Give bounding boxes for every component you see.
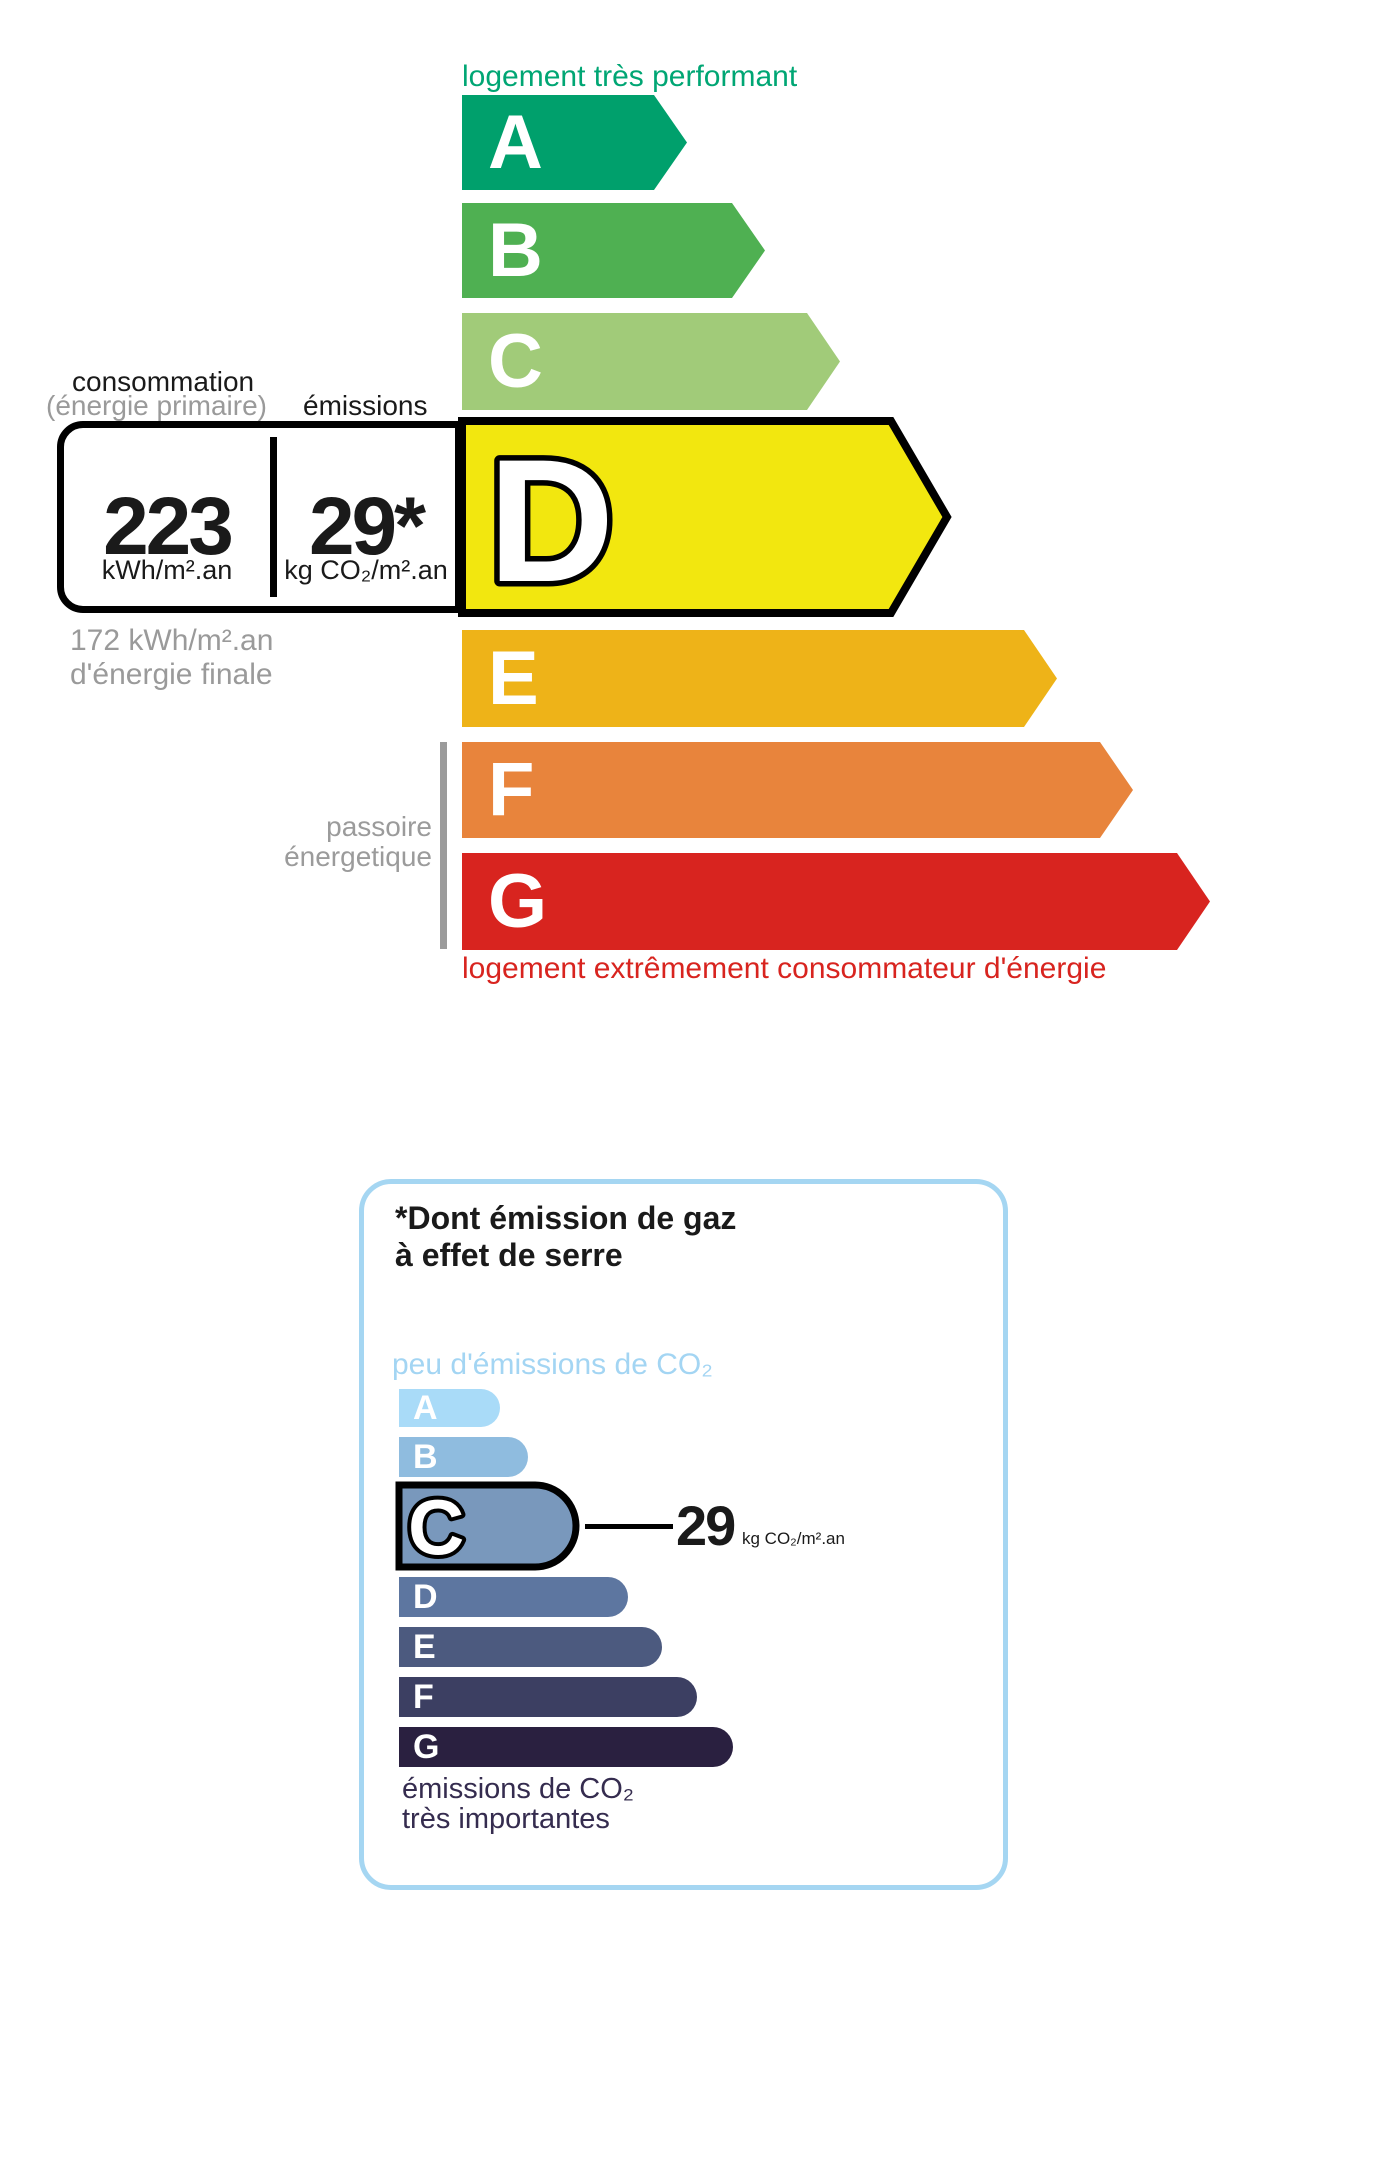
co2-high-caption-line2: très importantes (402, 1803, 610, 1835)
energy-band-c-letter: C (488, 318, 543, 404)
energy-band-d-letter: D (488, 424, 614, 617)
primary-energy-sublabel: (énergie primaire) (46, 390, 267, 421)
energy-band-a: A (462, 95, 687, 190)
energy-band-a-letter: A (488, 99, 543, 185)
energy-band-e: E (462, 630, 1057, 727)
values-box (57, 421, 462, 613)
final-energy-line2: d'énergie finale (70, 658, 273, 691)
co2-band-g: G (399, 1727, 733, 1767)
co2-band-e-letter: E (413, 1628, 436, 1666)
co2-band-a-letter: A (413, 1389, 438, 1427)
energy-sieve-line1: passoire (326, 811, 432, 842)
co2-band-c-letter: C (408, 1483, 464, 1571)
final-energy-line1: 172 kWh/m².an (70, 624, 274, 657)
co2-title-line2: à effet de serre (395, 1237, 623, 1273)
energy-sieve-bracket (440, 742, 447, 949)
co2-band-d-letter: D (413, 1578, 438, 1616)
co2-band-f: F (399, 1677, 697, 1717)
energy-band-g-letter: G (488, 858, 548, 944)
co2-band-g-letter: G (413, 1728, 440, 1766)
energy-sieve-label: passoire énergetique (212, 812, 432, 872)
energy-band-d-arrow-shape (458, 417, 952, 617)
co2-value-connector-line (585, 1524, 673, 1529)
co2-high-caption: émissions de CO₂ très importantes (402, 1774, 634, 1834)
values-box-divider (270, 437, 277, 597)
energy-band-d-highlighted: D (458, 417, 952, 617)
co2-band-c-highlighted: C (395, 1481, 580, 1571)
co2-high-caption-line1: émissions de CO₂ (402, 1773, 635, 1805)
consumption-value: 223 (103, 481, 234, 572)
co2-value-unit: kg CO₂/m².an (742, 1529, 845, 1548)
co2-band-e: E (399, 1627, 662, 1667)
co2-value: 29 (676, 1494, 736, 1557)
final-energy-note: 172 kWh/m².an d'énergie finale (70, 624, 273, 692)
top-scale-caption: logement très performant (462, 60, 798, 93)
co2-band-c-shape (395, 1481, 580, 1571)
energy-band-e-letter: E (488, 635, 539, 721)
co2-band-b: B (399, 1437, 528, 1477)
co2-band-b-letter: B (413, 1438, 438, 1476)
bottom-scale-caption: logement extrêmement consommateur d'éner… (462, 952, 1107, 985)
energy-band-g: G (462, 853, 1210, 950)
co2-panel-title: *Dont émission de gaz à effet de serre (395, 1200, 736, 1274)
energy-sieve-line2: énergetique (284, 841, 432, 872)
consumption-unit: kWh/m².an (101, 555, 233, 585)
energy-band-b-letter: B (488, 207, 543, 293)
energy-band-f: F (462, 742, 1133, 838)
energy-band-c: C (462, 313, 840, 410)
energy-band-f-letter: F (488, 747, 535, 832)
emissions-unit: kg CO₂/m².an (284, 555, 448, 585)
co2-low-caption: peu d'émissions de CO₂ (392, 1348, 713, 1381)
co2-band-f-letter: F (413, 1678, 434, 1716)
co2-band-a: A (399, 1389, 500, 1427)
emissions-label: émissions (303, 390, 428, 421)
energy-band-b: B (462, 203, 765, 298)
consumption-label: consommation (72, 366, 255, 397)
co2-title-line1: *Dont émission de gaz (395, 1200, 737, 1236)
co2-band-d: D (399, 1577, 628, 1617)
emissions-value: 29* (308, 481, 426, 572)
